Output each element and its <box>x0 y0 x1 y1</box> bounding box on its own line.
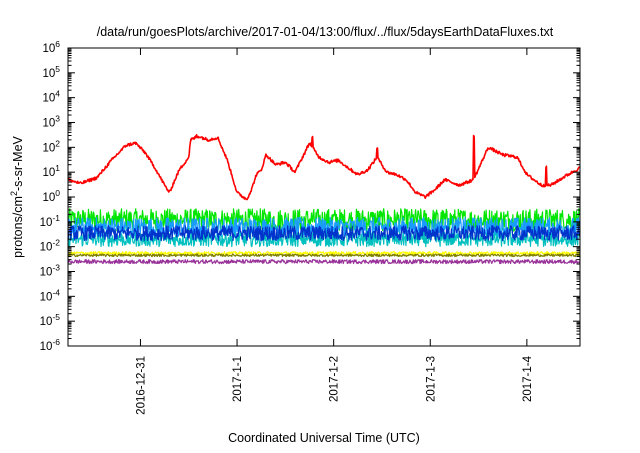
x-tick-label: 2017-1-4 <box>522 355 534 402</box>
y-tick-label: 10-2 <box>40 238 61 254</box>
y-tick-label: 105 <box>42 64 60 80</box>
series-line <box>67 225 581 242</box>
y-tick-label: 101 <box>42 163 60 179</box>
plot-data-layer <box>67 134 581 265</box>
y-tick-label: 10-6 <box>40 337 61 353</box>
x-tick-label: 2016-12-31 <box>135 356 147 415</box>
y-tick-label: 106 <box>42 39 60 55</box>
series-line <box>67 134 581 201</box>
x-tick-label: 2017-1-1 <box>232 356 244 402</box>
x-tick-label: 2017-1-2 <box>329 356 341 402</box>
series-line <box>67 251 581 256</box>
y-tick-label: 100 <box>42 188 60 204</box>
y-axis-label-base: protons/cm <box>11 196 25 258</box>
plot-frame <box>67 47 581 347</box>
x-axis-label: Coordinated Universal Time (UTC) <box>228 431 420 445</box>
y-tick-label: 103 <box>42 114 60 130</box>
y-axis-label-rest: -s-sr-MeV <box>11 135 25 191</box>
y-axis-label: protons/cm2-s-sr-MeV <box>9 135 25 257</box>
axis-layer: 10-6 10-5 10-4 10-3 10-2 10-1 100 101 102 103 104 1… <box>40 39 580 415</box>
y-tick-label: 10-1 <box>40 213 61 229</box>
y-tick-label: 102 <box>42 138 60 154</box>
y-axis-label-sup: 2 <box>9 191 19 196</box>
y-tick-label: 10-4 <box>40 287 61 303</box>
series-line <box>67 253 581 258</box>
x-tick-label: 2017-1-3 <box>425 356 437 402</box>
y-tick-label: 10-3 <box>40 263 61 279</box>
y-tick-label: 104 <box>42 89 60 105</box>
chart-title: /data/run/goesPlots/archive/2017-01-04/1… <box>97 25 554 39</box>
y-tick-label: 10-5 <box>40 312 61 328</box>
series-line <box>67 259 581 265</box>
series-line <box>67 216 581 238</box>
